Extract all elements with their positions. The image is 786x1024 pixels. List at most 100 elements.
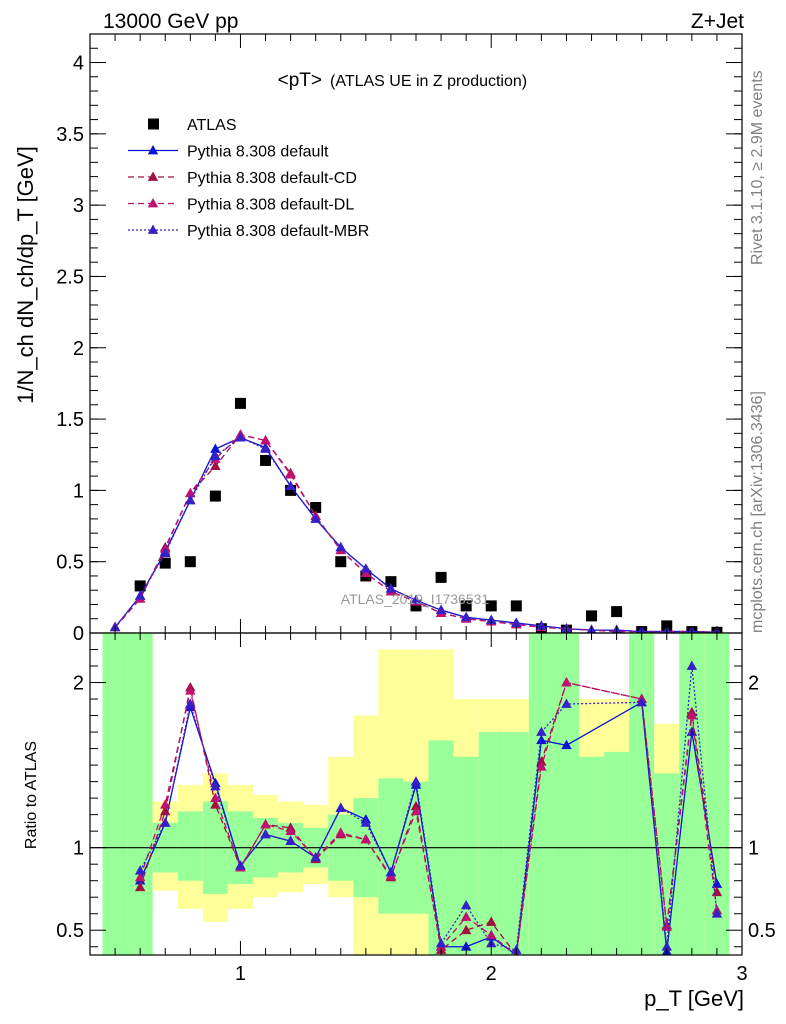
y-tick-label: 1.5 [56, 409, 84, 431]
inner-band-bin [679, 633, 705, 955]
y-tick-label: 3 [73, 195, 84, 217]
data-point [410, 594, 422, 605]
legend-label: Pythia 8.308 default [187, 144, 329, 161]
data-point [134, 580, 146, 592]
data-point [160, 799, 171, 809]
data-point [460, 941, 472, 951]
inner-band-bin [177, 811, 203, 881]
y-tick-label: 0.5 [56, 552, 84, 574]
legend: ATLAS Pythia 8.308 default Pythia 8.308 de… [128, 117, 369, 240]
data-point [435, 571, 447, 583]
data-point [285, 484, 297, 496]
data-point [410, 776, 422, 786]
header-left: 13000 GeV pp [103, 10, 238, 33]
header-right: Z+Jet [691, 10, 744, 33]
inner-band-bin [704, 633, 730, 955]
data-point [260, 819, 271, 829]
legend-marker [147, 198, 159, 208]
data-point [310, 513, 321, 523]
rivet-label: Rivet 3.1.10, ≥ 2.9M events [749, 70, 766, 265]
data-point [335, 827, 346, 837]
ratio-axes: 0.5 0.5 1 1 2 2 1 2 3 [56, 632, 776, 985]
data-point [360, 563, 372, 573]
data-point [536, 620, 547, 630]
data-point [510, 600, 522, 612]
data-point [661, 941, 672, 951]
data-point [260, 443, 271, 453]
ratio-y-axis-label: Ratio to ATLAS [23, 741, 40, 849]
data-point [460, 899, 472, 910]
data-point [285, 469, 296, 479]
data-point [160, 817, 171, 827]
data-point [234, 397, 246, 409]
data-point [285, 835, 296, 845]
inner-band-bin [127, 633, 153, 955]
data-point [485, 600, 497, 612]
data-point [134, 881, 146, 892]
y-tick-label-right: 1 [748, 838, 759, 860]
data-point [210, 792, 221, 802]
data-point [486, 916, 497, 926]
data-point [185, 698, 196, 708]
data-point [210, 460, 221, 470]
y-tick-label-right: 0.5 [748, 920, 776, 942]
data-point [260, 434, 271, 445]
series-line [139, 681, 718, 955]
legend-item: Pythia 8.308 default [128, 144, 329, 161]
inner-band-bin [579, 756, 605, 955]
watermark: ATLAS_2019_I1736531 [341, 591, 490, 607]
data-point [561, 739, 572, 750]
y-tick-label: 2.5 [56, 266, 84, 288]
data-point [385, 866, 397, 877]
data-point [561, 698, 572, 708]
data-point [611, 606, 623, 618]
x-tick-label: 1 [235, 963, 246, 985]
data-point [185, 494, 196, 505]
y-axis-label: 1/N_ch dN_ch/dp_T [GeV] [13, 146, 38, 404]
legend-item: ATLAS [148, 117, 237, 134]
data-point [335, 541, 346, 552]
data-point [686, 710, 698, 720]
data-point [686, 660, 698, 670]
chart-title-main: <pT> [278, 70, 322, 91]
data-point [310, 501, 322, 513]
data-point [310, 852, 321, 862]
data-point [260, 454, 272, 466]
inner-band-bin [378, 778, 404, 914]
ratio-plot-area [90, 660, 742, 955]
data-point [210, 781, 221, 791]
data-point [134, 871, 146, 882]
data-point [536, 726, 547, 736]
legend-item: Pythia 8.308 default-CD [128, 170, 357, 187]
data-point [460, 600, 472, 612]
data-point [159, 557, 171, 569]
data-point [536, 761, 547, 771]
legend-marker [147, 224, 159, 234]
inner-band-bin [553, 633, 579, 955]
data-point [235, 860, 246, 870]
data-point [134, 865, 146, 875]
legend-marker [148, 118, 159, 130]
x-tick-label: 2 [486, 963, 497, 985]
data-point [285, 825, 296, 836]
data-point [360, 833, 372, 844]
data-point [661, 921, 672, 931]
data-point [235, 432, 246, 442]
y-tick-label-right: 2 [748, 673, 759, 695]
y-tick-label: 2 [73, 338, 84, 360]
legend-label: Pythia 8.308 default-MBR [187, 223, 369, 240]
data-point [536, 756, 547, 766]
y-tick-label: 1 [73, 838, 84, 860]
data-point [636, 696, 647, 707]
inner-band-bin [528, 633, 554, 955]
data-point [285, 480, 296, 490]
data-point [561, 677, 572, 687]
series-line [139, 665, 718, 951]
data-point [335, 556, 347, 568]
data-point [511, 617, 522, 627]
data-point [711, 908, 723, 918]
data-point [209, 490, 221, 502]
data-point [185, 685, 196, 695]
legend-label: ATLAS [187, 117, 237, 134]
